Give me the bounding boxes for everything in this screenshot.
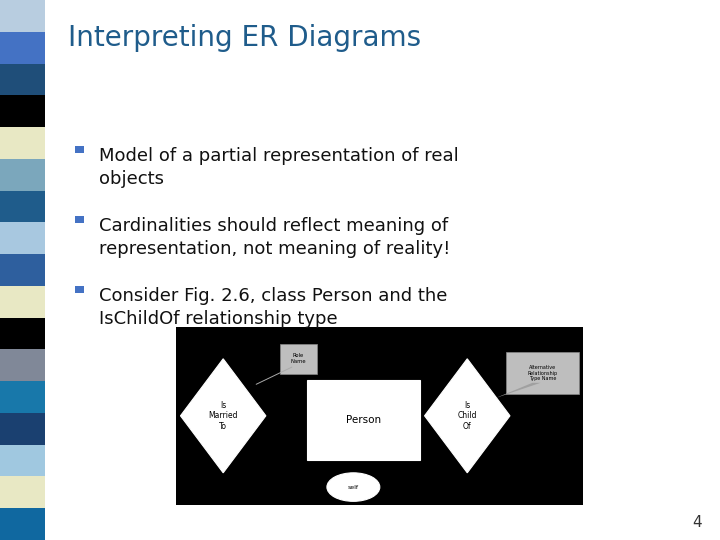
Bar — [0, 413, 45, 445]
Bar — [0, 286, 45, 318]
Bar — [0, 318, 45, 349]
Polygon shape — [425, 359, 510, 473]
Text: Is
Married
To: Is Married To — [208, 401, 238, 431]
Bar — [0, 508, 45, 540]
FancyBboxPatch shape — [279, 343, 317, 374]
Bar — [0, 0, 45, 32]
Ellipse shape — [327, 473, 380, 501]
Bar — [75, 216, 84, 223]
Bar — [0, 64, 45, 95]
Bar — [0, 127, 45, 159]
Bar — [0, 254, 45, 286]
Text: Alternative
Relationship
Type Name: Alternative Relationship Type Name — [528, 364, 557, 381]
Bar — [0, 191, 45, 222]
Text: Interpreting ER Diagrams: Interpreting ER Diagrams — [68, 24, 421, 52]
Polygon shape — [496, 383, 541, 398]
Bar — [176, 327, 583, 505]
Text: Cardinalities should reflect meaning of
representation, not meaning of reality!: Cardinalities should reflect meaning of … — [99, 217, 451, 258]
Bar — [0, 381, 45, 413]
Bar — [0, 349, 45, 381]
Bar — [0, 445, 45, 476]
Bar — [0, 222, 45, 254]
Bar — [0, 476, 45, 508]
Text: Person: Person — [346, 415, 381, 426]
Text: self: self — [348, 484, 359, 490]
Bar — [0, 95, 45, 127]
Bar — [0, 159, 45, 191]
Polygon shape — [181, 359, 266, 473]
Text: Model of a partial representation of real
objects: Model of a partial representation of rea… — [99, 147, 459, 188]
Bar — [75, 286, 84, 293]
Text: Consider Fig. 2.6, class Person and the
IsChildOf relationship type: Consider Fig. 2.6, class Person and the … — [99, 287, 448, 328]
Text: Is
Child
Of: Is Child Of — [457, 401, 477, 431]
Bar — [0, 32, 45, 64]
Text: 4: 4 — [693, 515, 702, 530]
Bar — [307, 380, 420, 460]
FancyBboxPatch shape — [505, 352, 579, 394]
Text: Role
Name: Role Name — [291, 353, 306, 364]
Bar — [75, 146, 84, 153]
